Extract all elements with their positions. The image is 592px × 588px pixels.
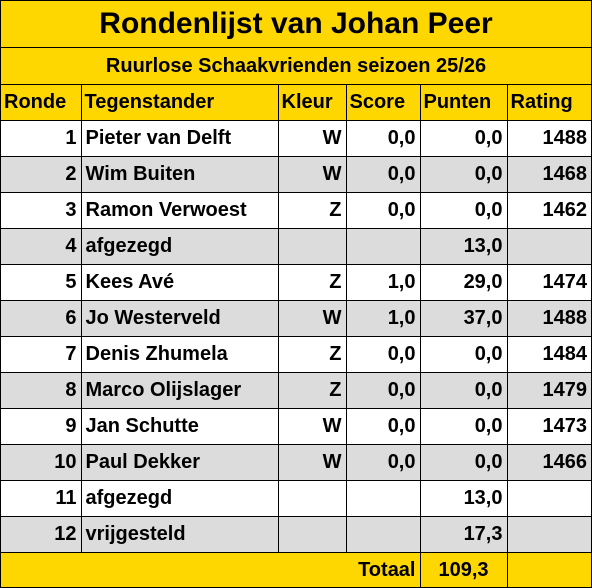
cell-score: 0,0 xyxy=(345,408,421,445)
cell-ronde: 2 xyxy=(1,156,82,193)
cell-score: 1,0 xyxy=(345,300,421,337)
table-row: 6 Jo Westerveld W 1,0 37,0 1488 xyxy=(1,300,591,337)
cell-punten: 0,0 xyxy=(419,156,508,193)
cell-rating xyxy=(506,228,591,265)
cell-punten: 0,0 xyxy=(419,336,508,373)
cell-ronde: 8 xyxy=(1,372,82,409)
cell-score xyxy=(345,480,421,517)
cell-tegenstander: Marco Olijslager xyxy=(80,372,279,409)
cell-kleur xyxy=(277,228,347,265)
header-rating: Rating xyxy=(506,85,591,121)
cell-score: 0,0 xyxy=(345,192,421,229)
cell-punten: 13,0 xyxy=(419,480,508,517)
cell-kleur: W xyxy=(277,408,347,445)
header-score: Score xyxy=(345,85,421,121)
cell-punten: 29,0 xyxy=(419,264,508,301)
cell-ronde: 1 xyxy=(1,120,82,157)
page-title: Rondenlijst van Johan Peer xyxy=(1,1,591,48)
cell-kleur: Z xyxy=(277,372,347,409)
cell-ronde: 7 xyxy=(1,336,82,373)
total-label: Totaal xyxy=(1,552,421,588)
cell-tegenstander: Ramon Verwoest xyxy=(80,192,279,229)
cell-score: 0,0 xyxy=(345,372,421,409)
cell-score xyxy=(345,516,421,553)
round-table: Ronde Tegenstander Kleur Score Punten Ra… xyxy=(1,85,591,588)
cell-tegenstander: Pieter van Delft xyxy=(80,120,279,157)
cell-score xyxy=(345,228,421,265)
cell-ronde: 10 xyxy=(1,444,82,481)
table-row: 1 Pieter van Delft W 0,0 0,0 1488 xyxy=(1,120,591,157)
cell-punten: 0,0 xyxy=(419,372,508,409)
cell-rating: 1484 xyxy=(506,336,591,373)
cell-rating: 1468 xyxy=(506,156,591,193)
cell-kleur: W xyxy=(277,156,347,193)
table-row: 9 Jan Schutte W 0,0 0,0 1473 xyxy=(1,408,591,445)
cell-rating xyxy=(506,516,591,553)
cell-rating: 1462 xyxy=(506,192,591,229)
cell-tegenstander: Jan Schutte xyxy=(80,408,279,445)
cell-ronde: 11 xyxy=(1,480,82,517)
total-empty-cell xyxy=(506,552,591,588)
cell-rating: 1488 xyxy=(506,300,591,337)
cell-punten: 13,0 xyxy=(419,228,508,265)
cell-ronde: 4 xyxy=(1,228,82,265)
cell-score: 0,0 xyxy=(345,336,421,373)
cell-ronde: 12 xyxy=(1,516,82,553)
cell-kleur: W xyxy=(277,300,347,337)
cell-tegenstander: Paul Dekker xyxy=(80,444,279,481)
cell-tegenstander: Denis Zhumela xyxy=(80,336,279,373)
header-ronde: Ronde xyxy=(1,85,82,121)
cell-kleur: Z xyxy=(277,264,347,301)
cell-ronde: 9 xyxy=(1,408,82,445)
table-row: 8 Marco Olijslager Z 0,0 0,0 1479 xyxy=(1,372,591,409)
cell-kleur: Z xyxy=(277,192,347,229)
cell-score: 0,0 xyxy=(345,444,421,481)
cell-tegenstander: vrijgesteld xyxy=(80,516,279,553)
header-kleur: Kleur xyxy=(277,85,347,121)
cell-kleur xyxy=(277,480,347,517)
cell-tegenstander: afgezegd xyxy=(80,228,279,265)
table-row: 5 Kees Avé Z 1,0 29,0 1474 xyxy=(1,264,591,301)
cell-punten: 0,0 xyxy=(419,192,508,229)
cell-rating: 1474 xyxy=(506,264,591,301)
table-row: 3 Ramon Verwoest Z 0,0 0,0 1462 xyxy=(1,192,591,229)
table-header-row: Ronde Tegenstander Kleur Score Punten Ra… xyxy=(1,85,591,121)
cell-score: 0,0 xyxy=(345,120,421,157)
cell-kleur xyxy=(277,516,347,553)
cell-kleur: W xyxy=(277,444,347,481)
cell-rating xyxy=(506,480,591,517)
cell-ronde: 6 xyxy=(1,300,82,337)
table-row: 2 Wim Buiten W 0,0 0,0 1468 xyxy=(1,156,591,193)
cell-kleur: W xyxy=(277,120,347,157)
table-row: 7 Denis Zhumela Z 0,0 0,0 1484 xyxy=(1,336,591,373)
cell-kleur: Z xyxy=(277,336,347,373)
header-punten: Punten xyxy=(419,85,508,121)
cell-tegenstander: afgezegd xyxy=(80,480,279,517)
table-row: 11 afgezegd 13,0 xyxy=(1,480,591,517)
header-tegenstander: Tegenstander xyxy=(80,85,279,121)
cell-tegenstander: Kees Avé xyxy=(80,264,279,301)
cell-punten: 0,0 xyxy=(419,444,508,481)
cell-score: 1,0 xyxy=(345,264,421,301)
cell-tegenstander: Jo Westerveld xyxy=(80,300,279,337)
cell-ronde: 5 xyxy=(1,264,82,301)
cell-tegenstander: Wim Buiten xyxy=(80,156,279,193)
cell-punten: 37,0 xyxy=(419,300,508,337)
table-row: 4 afgezegd 13,0 xyxy=(1,228,591,265)
total-value: 109,3 xyxy=(419,552,508,588)
table-row: 10 Paul Dekker W 0,0 0,0 1466 xyxy=(1,444,591,481)
cell-score: 0,0 xyxy=(345,156,421,193)
cell-ronde: 3 xyxy=(1,192,82,229)
cell-punten: 0,0 xyxy=(419,408,508,445)
cell-rating: 1473 xyxy=(506,408,591,445)
cell-punten: 0,0 xyxy=(419,120,508,157)
page-subtitle: Ruurlose Schaakvrienden seizoen 25/26 xyxy=(1,48,591,85)
table-row: 12 vrijgesteld 17,3 xyxy=(1,516,591,553)
total-row: Totaal 109,3 xyxy=(1,552,591,588)
cell-rating: 1488 xyxy=(506,120,591,157)
cell-punten: 17,3 xyxy=(419,516,508,553)
cell-rating: 1479 xyxy=(506,372,591,409)
cell-rating: 1466 xyxy=(506,444,591,481)
